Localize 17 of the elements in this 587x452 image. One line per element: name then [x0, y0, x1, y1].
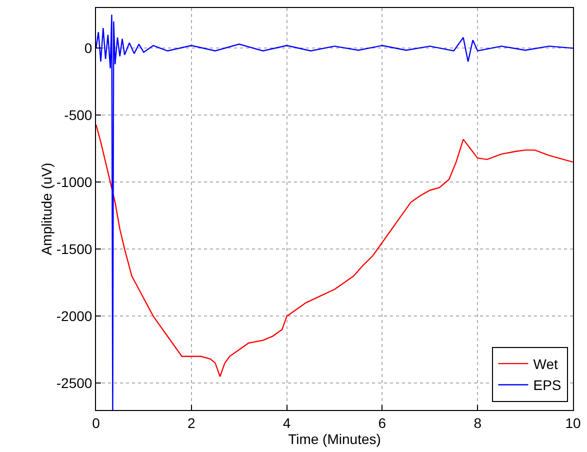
line-series	[96, 14, 573, 410]
x-tick-label: 10	[565, 414, 581, 431]
y-tick-label: -2000	[56, 308, 92, 324]
legend-label: Wet	[533, 356, 558, 372]
y-axis-title: Amplitude (uV)	[38, 162, 54, 256]
x-axis-title: Time (Minutes)	[288, 430, 381, 447]
y-tick-label: -1500	[56, 241, 92, 258]
x-tick-label: 2	[188, 414, 196, 431]
line-series	[96, 124, 573, 378]
x-tick-label: 4	[282, 414, 291, 431]
x-tick-label: 6	[378, 414, 386, 431]
x-tick-label: 8	[474, 414, 482, 431]
y-tick-label: -1000	[56, 174, 92, 190]
y-tick-label: -500	[64, 107, 92, 124]
y-tick-label: -2500	[56, 375, 92, 392]
y-tick-label: 0	[84, 40, 92, 56]
legend-label: EPS	[533, 377, 562, 394]
